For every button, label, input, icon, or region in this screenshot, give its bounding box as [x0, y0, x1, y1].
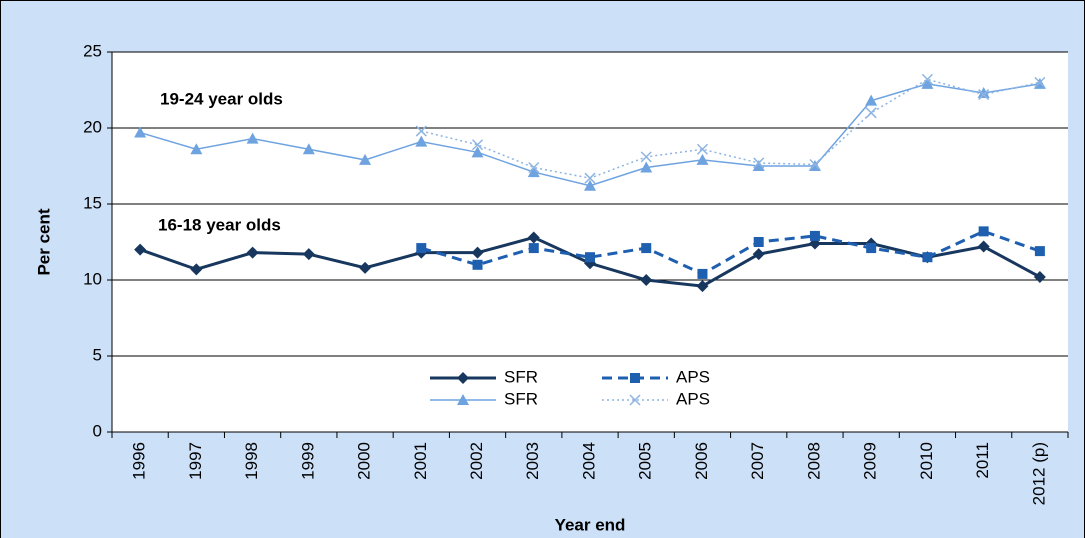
y-tick-label: 0: [93, 421, 102, 440]
y-tick-label: 5: [93, 345, 102, 364]
data-point: [302, 143, 315, 155]
x-tick-label: 2010: [917, 442, 936, 480]
data-point: [527, 166, 540, 178]
y-axis-title: Per cent: [34, 208, 53, 275]
data-point: [190, 263, 203, 276]
legend-label: APS: [676, 389, 710, 408]
data-point: [416, 243, 427, 254]
data-point: [978, 226, 989, 237]
data-point: [1034, 76, 1046, 88]
data-point: [978, 89, 990, 101]
annotation: 19-24 year olds: [160, 89, 283, 108]
data-point: [977, 87, 990, 99]
data-point: [472, 259, 483, 270]
data-point: [134, 243, 147, 256]
x-tick-label: 1996: [130, 442, 149, 480]
legend: [418, 362, 732, 416]
data-point: [471, 146, 484, 158]
x-tick-label: 2000: [355, 442, 374, 480]
y-tick-label: 20: [83, 117, 102, 136]
x-tick-label: 2011: [973, 442, 992, 479]
x-axis-title: Year end: [555, 515, 626, 534]
annotation: 16-18 year olds: [158, 215, 281, 234]
y-tick-label: 10: [83, 269, 102, 288]
data-point: [246, 132, 259, 144]
data-point: [921, 77, 934, 89]
data-point: [697, 268, 708, 279]
data-point: [1034, 246, 1045, 257]
x-tick-label: 1999: [298, 442, 317, 480]
data-point: [696, 153, 709, 165]
data-point: [977, 240, 990, 253]
data-point: [584, 172, 596, 184]
series-line: [421, 78, 1041, 179]
data-point: [190, 143, 203, 155]
data-point: [1033, 270, 1046, 283]
data-point: [865, 94, 878, 106]
data-point: [921, 73, 933, 85]
data-point: [134, 126, 147, 138]
data-point: [753, 157, 765, 169]
data-point: [866, 243, 877, 254]
legend-label: APS: [676, 367, 710, 386]
data-point: [922, 252, 933, 263]
x-tick-label: 2005: [636, 442, 655, 480]
data-point: [752, 248, 765, 261]
legend-marker: [629, 394, 641, 406]
x-tick-label: 2008: [804, 442, 823, 480]
x-tick-label: 2003: [523, 442, 542, 480]
y-tick-label: 25: [83, 41, 102, 60]
data-point: [415, 135, 428, 147]
data-point: [471, 246, 484, 259]
data-point: [528, 161, 540, 174]
x-tick-label: 2007: [748, 442, 767, 480]
data-point: [865, 107, 877, 119]
legend-label: SFR: [504, 367, 538, 386]
data-point: [753, 237, 764, 247]
legend-marker: [630, 373, 640, 383]
data-point: [359, 153, 372, 165]
data-point: [640, 151, 652, 163]
data-point: [584, 179, 596, 191]
data-point: [359, 261, 372, 274]
x-tick-label: 2012 (p): [1029, 442, 1048, 505]
x-tick-label: 1998: [242, 442, 261, 480]
x-tick-label: 1997: [186, 442, 205, 480]
data-point: [641, 243, 652, 254]
data-point: [527, 231, 540, 244]
x-tick-label: 2006: [692, 442, 711, 480]
data-point: [471, 139, 484, 151]
data-point: [809, 230, 820, 241]
data-point: [752, 160, 765, 171]
data-point: [585, 252, 595, 263]
data-point: [246, 246, 259, 259]
data-point: [696, 280, 709, 293]
legend-label: SFR: [504, 389, 538, 408]
data-point: [302, 248, 315, 261]
x-tick-label: 2001: [411, 442, 430, 480]
legend-marker: [457, 394, 469, 405]
x-tick-label: 2009: [861, 442, 880, 480]
data-point: [640, 274, 653, 286]
data-point: [528, 243, 539, 254]
x-tick-label: 2002: [467, 442, 486, 480]
data-point: [809, 158, 821, 171]
data-point: [415, 125, 427, 137]
series-line: [420, 229, 1041, 276]
legend-marker: [457, 372, 469, 384]
y-tick-label: 15: [83, 193, 102, 212]
data-point: [640, 161, 653, 173]
data-point: [696, 143, 709, 155]
x-tick-label: 2004: [579, 442, 598, 480]
